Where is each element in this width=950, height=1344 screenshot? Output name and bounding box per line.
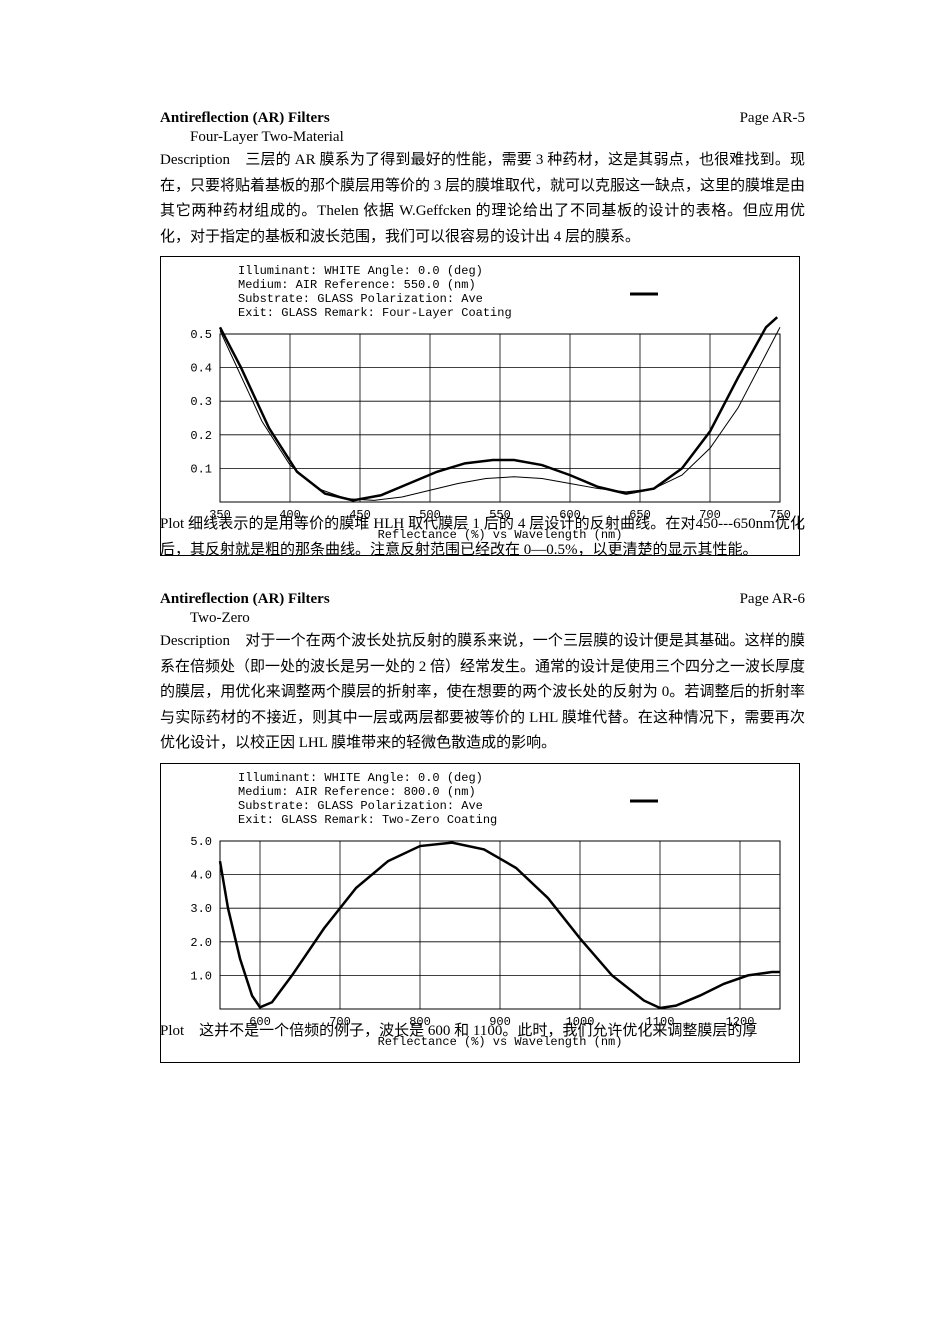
svg-text:0.4: 0.4	[190, 362, 212, 376]
section1-title: Antireflection (AR) Filters	[160, 110, 330, 127]
svg-text:Substrate: GLASS Pol: Substrate: GLASS Polarization: Ave	[238, 799, 483, 813]
svg-text:Substrate: GLASS Pol: Substrate: GLASS Polarization: Ave	[238, 292, 483, 306]
svg-text:3.0: 3.0	[190, 902, 212, 916]
svg-text:4.0: 4.0	[190, 868, 212, 882]
section2-page: Page AR-6	[740, 591, 805, 608]
svg-text:1.0: 1.0	[190, 969, 212, 983]
section2-subtitle: Two-Zero	[190, 610, 805, 627]
svg-text:Medium: AIR Ref: Medium: AIR Reference: 550.0 (nm)	[238, 278, 476, 292]
svg-text:0.5: 0.5	[190, 328, 212, 342]
svg-text:0.1: 0.1	[190, 462, 212, 476]
svg-text:0.2: 0.2	[190, 429, 212, 443]
section2-plot-caption: Plot 这并不是一个倍频的例子，波长是 600 和 1100。此时，我们允许优…	[160, 1019, 805, 1045]
section2-title: Antireflection (AR) Filters	[160, 591, 330, 608]
section1-plot-caption: Plot 细线表示的是用等价的膜堆 HLH 取代膜层 1 后的 4 层设计的反射…	[160, 512, 805, 563]
svg-text:Exit: GLASS Rem: Exit: GLASS Remark: Two-Zero Coating	[238, 813, 497, 827]
section2-description: Description 对于一个在两个波长处抗反射的膜系来说，一个三层膜的设计便…	[160, 629, 805, 757]
chart1: Illuminant: WHITE Angle: 0.0 (deg)Medium…	[160, 256, 800, 556]
svg-text:Illuminant: WHITE Ang: Illuminant: WHITE Angle: 0.0 (deg)	[238, 264, 483, 278]
section1-page: Page AR-5	[740, 110, 805, 127]
section1-description: Description 三层的 AR 膜系为了得到最好的性能，需要 3 种药材，…	[160, 148, 805, 250]
section1-subtitle: Four-Layer Two-Material	[190, 129, 805, 146]
svg-text:Medium: AIR Ref: Medium: AIR Reference: 800.0 (nm)	[238, 785, 476, 799]
svg-text:5.0: 5.0	[190, 835, 212, 849]
svg-text:Illuminant: WHITE Ang: Illuminant: WHITE Angle: 0.0 (deg)	[238, 771, 483, 785]
svg-text:Exit: GLASS Rem: Exit: GLASS Remark: Four-Layer Coating	[238, 306, 512, 320]
svg-text:0.3: 0.3	[190, 395, 212, 409]
svg-text:2.0: 2.0	[190, 935, 212, 949]
chart2: Illuminant: WHITE Angle: 0.0 (deg)Medium…	[160, 763, 800, 1063]
